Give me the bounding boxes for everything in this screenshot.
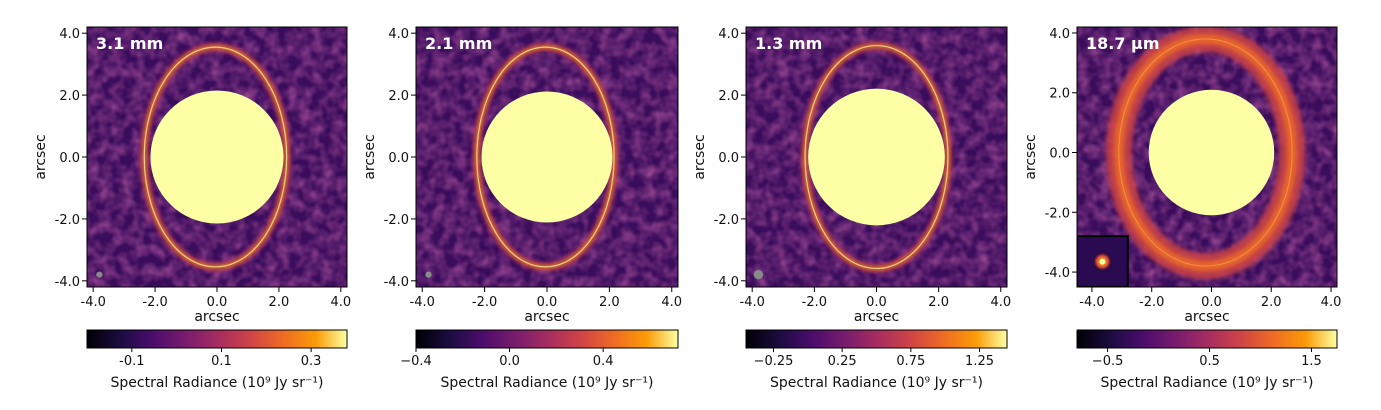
x-tick-label: -4.0 (740, 295, 765, 310)
panel-label: 1.3 mm (755, 34, 822, 53)
x-axis-label: arcsec (1184, 309, 1229, 325)
y-tick-label: -2.0 (55, 213, 80, 228)
psf-inset (1077, 235, 1129, 287)
x-tick-label: 4.0 (661, 295, 682, 310)
x-axis-label: arcsec (194, 309, 239, 325)
y-tick-label: -4.0 (1045, 266, 1070, 281)
colorbar: −0.5 0.5 1.5 Spectral Radiance (10⁹ Jy sr⁻¹… (1076, 329, 1338, 391)
x-tick-label: -2.0 (142, 295, 167, 310)
x-tick-label: 4.0 (1321, 295, 1342, 310)
y-tick-label: 0.0 (388, 151, 409, 166)
panel-1: 3.1 mm -4.0 -2.0 0.0 2.0 4.0 4.0 2.0 0.0 -2.0 -4.0… (33, 26, 351, 391)
y-tick-label: -2.0 (1045, 206, 1070, 221)
x-tick-label: 2.0 (599, 295, 620, 310)
ring-emission (800, 41, 953, 273)
y-tick-label: -4.0 (55, 275, 80, 290)
y-tick-label: -4.0 (384, 275, 409, 290)
x-tick-label: 4.0 (990, 295, 1011, 310)
x-tick-label: -4.0 (81, 295, 106, 310)
y-tick-label: 4.0 (59, 27, 80, 42)
ring-emission (472, 42, 619, 272)
heatmap-image (87, 27, 347, 287)
colorbar: −0.25 0.25 0.75 1.25 Spectral Radiance (10⁹ … (745, 329, 1008, 391)
x-tick-label: 4.0 (330, 295, 351, 310)
x-tick-label: 2.0 (1261, 295, 1282, 310)
y-tick-label: -2.0 (384, 213, 409, 228)
beam-ellipse (96, 271, 103, 278)
colorbar-tick-label: −0.4 (400, 354, 432, 369)
y-tick-label: 0.0 (718, 151, 739, 166)
colorbar-label: Spectral Radiance (10⁹ Jy sr⁻¹) (770, 375, 983, 391)
ring-emission (139, 42, 292, 272)
masked-star-region (150, 90, 284, 224)
colorbar-tick-label: 0.25 (828, 354, 857, 369)
x-tick-label: -4.0 (1079, 295, 1104, 310)
colorbar-tick-label: -0.1 (119, 354, 144, 369)
y-axis-label: arcsec (1023, 134, 1039, 179)
panel-label: 3.1 mm (96, 34, 163, 53)
x-tick-label: 0.0 (537, 295, 558, 310)
heatmap-image (1077, 27, 1337, 287)
y-tick-label: 2.0 (1049, 87, 1070, 102)
panel-2: 2.1 mm -4.0 -2.0 0.0 2.0 4.0 4.0 2.0 0.0 -2.0 -4.0… (362, 26, 682, 391)
y-tick-label: 0.0 (59, 151, 80, 166)
y-tick-label: 0.0 (1049, 147, 1070, 162)
y-tick-label: -2.0 (714, 213, 739, 228)
heatmap-image (746, 27, 1007, 287)
colorbar-label: Spectral Radiance (10⁹ Jy sr⁻¹) (111, 375, 324, 391)
y-tick-label: 4.0 (1049, 27, 1070, 42)
y-tick-label: 2.0 (718, 89, 739, 104)
y-axis-label: arcsec (362, 134, 378, 179)
y-tick-label: -4.0 (714, 275, 739, 290)
x-tick-label: -2.0 (1139, 295, 1164, 310)
x-tick-label: -2.0 (802, 295, 827, 310)
colorbar: -0.1 0.1 0.3 Spectral Radiance (10⁹ Jy sr⁻¹… (86, 329, 348, 391)
colorbar-tick-label: 1.25 (965, 354, 994, 369)
x-tick-label: 0.0 (866, 295, 887, 310)
y-tick-label: 4.0 (388, 27, 409, 42)
panel-label: 18.7 μm (1086, 34, 1160, 53)
axes-frame (1076, 26, 1338, 288)
colorbar: −0.4 0.0 0.4 Spectral Radiance (10⁹ Jy sr⁻¹… (400, 329, 679, 391)
colorbar-tick-label: 0.75 (896, 354, 925, 369)
y-axis-label: arcsec (692, 134, 708, 179)
x-tick-label: 2.0 (269, 295, 290, 310)
colorbar-tick-label: 1.5 (1301, 354, 1322, 369)
x-axis-label: arcsec (854, 309, 899, 325)
colorbar-label: Spectral Radiance (10⁹ Jy sr⁻¹) (441, 375, 654, 391)
colorbar-tick-label: −0.5 (1092, 354, 1124, 369)
heatmap-image (416, 27, 678, 287)
x-tick-label: -4.0 (410, 295, 435, 310)
x-tick-label: 2.0 (928, 295, 949, 310)
ring-emission (1105, 27, 1306, 280)
beam-ellipse (753, 269, 764, 280)
colorbar-tick-label: 0.1 (211, 354, 232, 369)
y-axis-label: arcsec (33, 134, 49, 179)
panel-3: 1.3 mm -4.0 -2.0 0.0 2.0 4.0 4.0 2.0 0.0 -2.0 -4.0… (692, 26, 1011, 391)
x-tick-label: 0.0 (1201, 295, 1222, 310)
panel-4: 18.7 μm -4.0 -2.0 0.0 2.0 4.0 4.0 2.0 0.0 -2.0 -4.… (1023, 26, 1342, 391)
colorbar-tick-label: 0.0 (499, 354, 520, 369)
colorbar-tick-label: 0.4 (593, 354, 614, 369)
masked-star-region (1148, 89, 1275, 216)
masked-star-region (481, 91, 613, 223)
panel-label: 2.1 mm (425, 34, 492, 53)
colorbar-tick-label: 0.5 (1199, 354, 1220, 369)
colorbar-tick-label: 0.3 (301, 354, 322, 369)
masked-star-region (808, 88, 945, 226)
colorbar-label: Spectral Radiance (10⁹ Jy sr⁻¹) (1101, 375, 1314, 391)
x-tick-label: 0.0 (207, 295, 228, 310)
y-tick-label: 2.0 (388, 89, 409, 104)
colorbar-tick-label: −0.25 (754, 354, 794, 369)
x-axis-label: arcsec (524, 309, 569, 325)
y-tick-label: 2.0 (59, 89, 80, 104)
y-tick-label: 4.0 (718, 27, 739, 42)
beam-ellipse (425, 271, 432, 278)
x-tick-label: -2.0 (472, 295, 497, 310)
